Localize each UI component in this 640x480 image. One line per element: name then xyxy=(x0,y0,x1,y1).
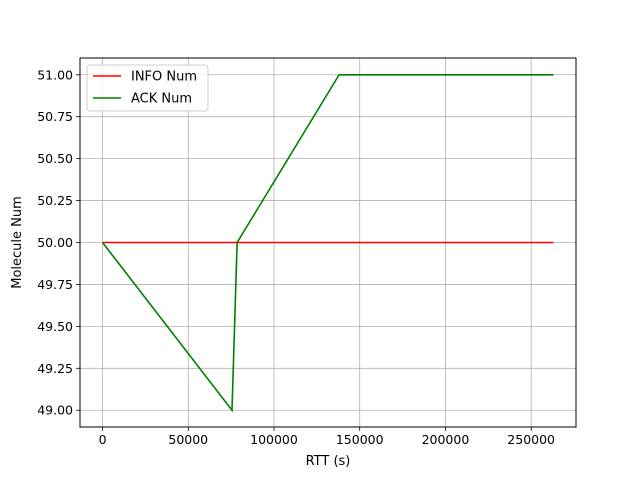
x-tick-label: 50000 xyxy=(168,432,208,447)
y-tick-label: 50.75 xyxy=(37,109,73,124)
x-tick-label: 200000 xyxy=(422,432,470,447)
x-tick-label: 0 xyxy=(99,432,107,447)
legend: INFO Num ACK Num xyxy=(86,64,209,112)
legend-label-0: INFO Num xyxy=(131,70,197,85)
x-axis-label: RTT (s) xyxy=(306,454,351,469)
y-axis-label: Molecule Num xyxy=(10,196,25,289)
series-group xyxy=(101,73,554,413)
y-tick-label: 49.75 xyxy=(37,277,73,292)
x-tick-label: 100000 xyxy=(250,432,298,447)
y-tick-label: 50.00 xyxy=(37,235,73,250)
y-tick-label: 49.00 xyxy=(37,403,73,418)
y-tick-label: 49.50 xyxy=(37,319,73,334)
x-tick-label: 250000 xyxy=(507,432,555,447)
y-axis: 49.00 49.25 49.50 49.75 50.00 50.25 50.50 50.75… xyxy=(37,67,80,418)
x-tick-label: 150000 xyxy=(336,432,384,447)
y-tick-label: 51.00 xyxy=(37,67,73,82)
y-tick-label: 50.25 xyxy=(37,193,73,208)
series-line-1 xyxy=(101,73,554,413)
legend-label-1: ACK Num xyxy=(131,92,192,107)
y-tick-label: 50.50 xyxy=(37,151,73,166)
x-axis: 0 50000 100000 150000 200000 250000 xyxy=(99,427,555,447)
y-tick-label: 49.25 xyxy=(37,361,73,376)
